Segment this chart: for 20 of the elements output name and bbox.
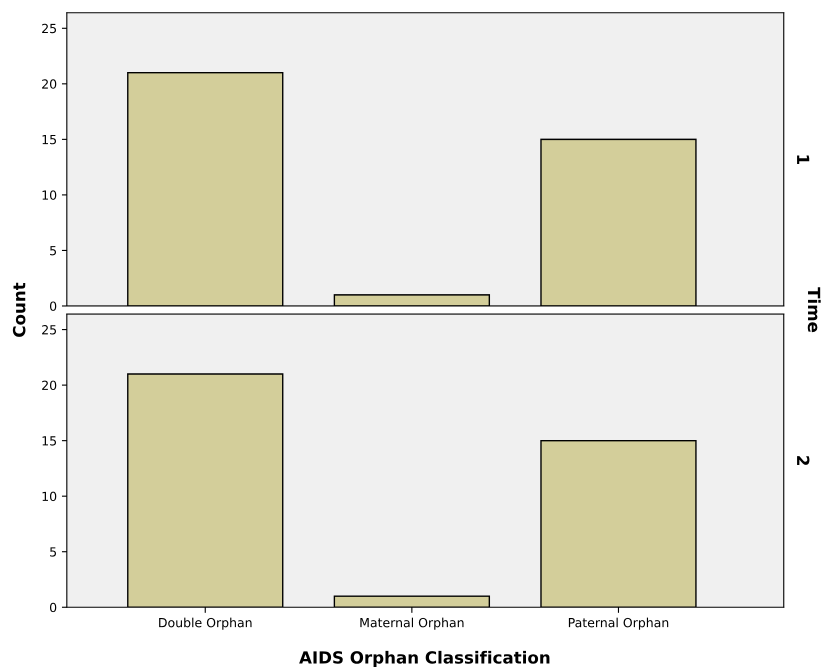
y-tick-label: 20: [42, 79, 56, 89]
y-tick-label: 10: [42, 190, 56, 200]
y-axis-title: Count: [12, 282, 26, 337]
x-tick-label: Maternal Orphan: [360, 618, 464, 630]
y-tick-label: 25: [42, 24, 56, 34]
y-tick-label: 15: [42, 135, 56, 144]
y-tick-label: 5: [50, 547, 56, 557]
text: 1: [797, 155, 810, 164]
x-tick-label: Double Orphan: [159, 618, 252, 630]
text: Time: [808, 287, 821, 332]
y-tick-label: 20: [42, 380, 56, 390]
y-tick-label: 25: [42, 325, 56, 335]
y-tick-label: 5: [50, 246, 56, 256]
x-axis-title: AIDS Orphan Classification: [299, 650, 550, 667]
y-tick-label: 0: [50, 301, 56, 311]
text: 2: [797, 456, 810, 465]
x-tick-label: Paternal Orphan: [568, 618, 668, 630]
y-tick-label: 15: [42, 436, 56, 446]
y-tick-label: 0: [50, 602, 56, 612]
y-tick-label: 10: [42, 492, 56, 502]
